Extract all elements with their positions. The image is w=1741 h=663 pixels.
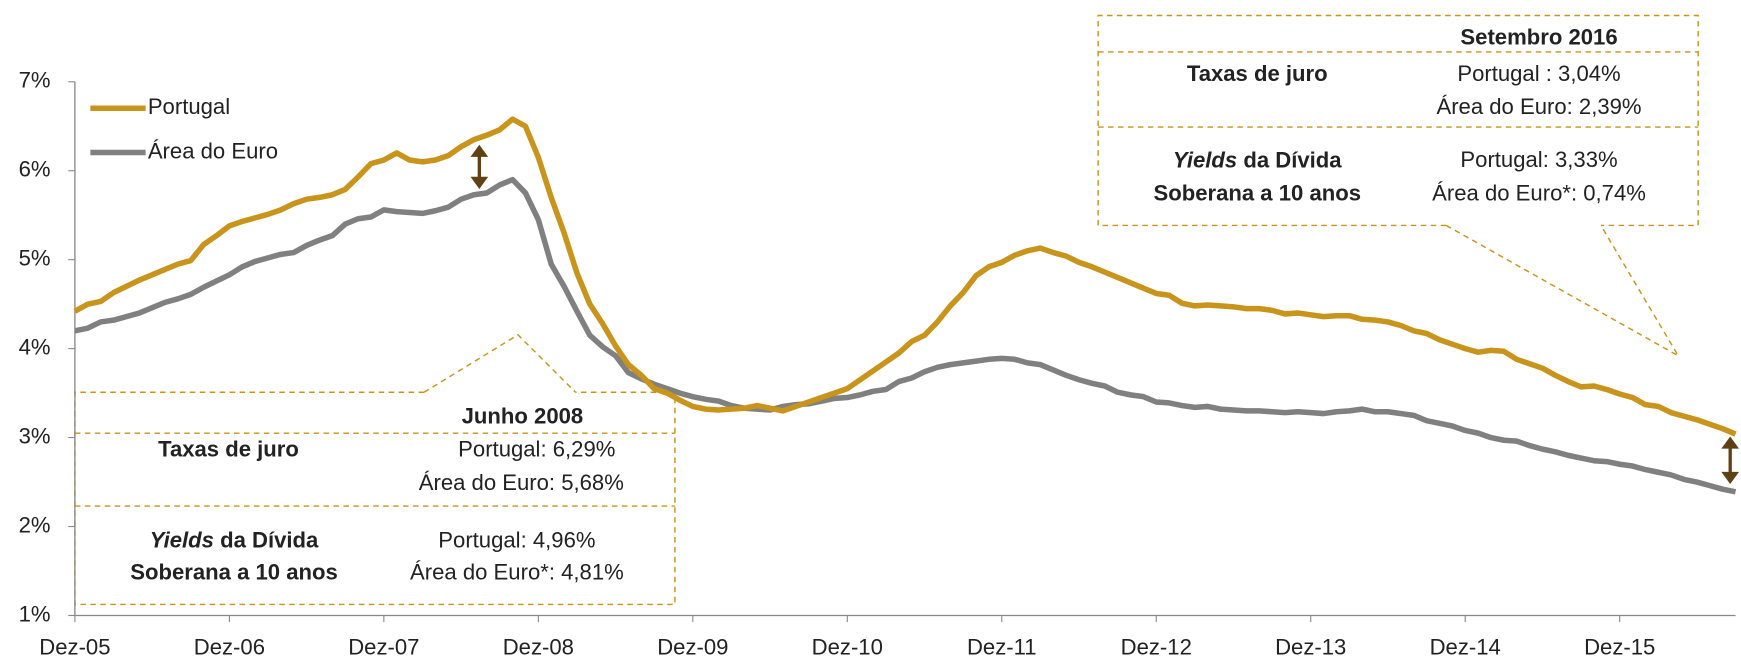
annotation-title: Setembro 2016: [1460, 25, 1617, 50]
y-tick-label: 1%: [19, 601, 51, 626]
callout: [1445, 224, 1681, 358]
annotation-value: Área do Euro*: 4,81%: [410, 559, 624, 584]
plot: 1% 2% 3% 4% 5% 6% 7% Dez-05 Dez-06 Dez-07 Dez-08 De…: [19, 68, 1737, 659]
box-border: [1097, 14, 1699, 227]
arrow-head: [470, 144, 489, 157]
legend-label: Área do Euro: [148, 138, 278, 163]
annotation-value: Portugal: 6,29%: [458, 437, 615, 462]
y-tick-label: 7%: [19, 68, 51, 93]
x-tick-label: Dez-07: [348, 634, 419, 659]
annotation-value: Portugal : 3,04%: [1457, 61, 1620, 86]
x-tick-label: Dez-12: [1121, 634, 1192, 659]
annotation-label: Yields da Dívida: [1173, 147, 1342, 172]
box-border: [74, 391, 676, 606]
legend-label: Portugal: [148, 94, 230, 119]
y-tick-label: 2%: [19, 512, 51, 537]
annotation-value: Área do Euro: 5,68%: [419, 470, 624, 495]
annotation-value: Portugal: 4,96%: [438, 527, 595, 552]
x-tick-label: Dez-08: [503, 634, 574, 659]
arrow-head: [1721, 436, 1740, 449]
x-tick-label: Dez-05: [39, 634, 110, 659]
annotation-label: Soberana a 10 anos: [130, 559, 338, 584]
annotation-title: Junho 2008: [462, 404, 584, 429]
callout: [423, 333, 576, 393]
annotation-value: Área do Euro: 2,39%: [1436, 94, 1641, 119]
x-tick-label: Dez-10: [812, 634, 883, 659]
annotation-value: Área do Euro*: 0,74%: [1432, 180, 1646, 205]
y-tick-label: 6%: [19, 157, 51, 182]
label-rest: da Dívida: [1237, 147, 1342, 172]
x-tick-label: Dez-14: [1430, 634, 1501, 659]
y-tick-label: 4%: [19, 334, 51, 359]
annotation-box-2016: Setembro 2016 Taxas de juro Portugal : 3…: [1097, 14, 1699, 358]
annotation-label: Yields da Dívida: [150, 527, 319, 552]
arrow-head: [1721, 471, 1740, 484]
x-tick-label: Dez-09: [657, 634, 728, 659]
y-tick-label: 5%: [19, 246, 51, 271]
annotation-box-2008: Junho 2008 Taxas de juro Portugal: 6,29%…: [74, 333, 676, 606]
arrow-head: [470, 176, 489, 189]
annotation-label: Soberana a 10 anos: [1153, 180, 1361, 205]
annotation-label: Taxas de juro: [158, 437, 299, 462]
label-em: Yields: [1173, 147, 1237, 172]
annotation-label: Taxas de juro: [1187, 61, 1328, 86]
x-tick-label: Dez-11: [967, 634, 1037, 659]
series-line: [74, 176, 1737, 495]
x-tick-label: Dez-06: [194, 634, 265, 659]
series-line: [73, 116, 1737, 437]
annotation-value: Portugal: 3,33%: [1460, 147, 1617, 172]
x-tick-label: Dez-13: [1275, 634, 1346, 659]
label-rest: da Dívida: [214, 527, 319, 552]
spread-arrows: [470, 144, 1740, 484]
label-em: Yields: [150, 527, 214, 552]
y-tick-label: 3%: [19, 423, 51, 448]
x-tick-label: Dez-15: [1584, 634, 1655, 659]
